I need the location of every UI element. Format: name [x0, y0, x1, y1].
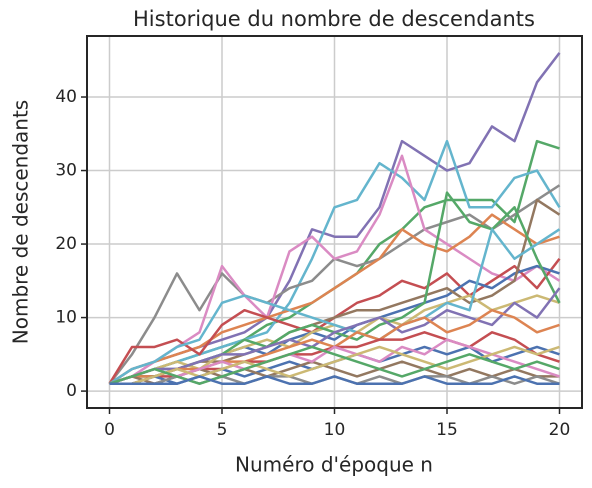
- x-tick-label: 15: [436, 420, 458, 440]
- series-line: [109, 338, 560, 385]
- chart-title: Historique du nombre de descendants: [133, 7, 535, 31]
- series-line: [109, 139, 561, 385]
- y-tick-label: 20: [55, 234, 77, 254]
- series-line: [109, 154, 561, 385]
- series-line: [108, 213, 560, 385]
- lines: [108, 52, 561, 385]
- y-tick-label: 40: [55, 87, 77, 107]
- x-axis-label: Numéro d'époque n: [235, 453, 433, 477]
- y-tick-label: 0: [66, 381, 77, 401]
- series-line: [109, 345, 560, 385]
- grid: [87, 36, 582, 408]
- series-line: [109, 287, 561, 385]
- y-tick-label: 30: [55, 161, 77, 181]
- y-tick-label: 10: [55, 308, 77, 328]
- x-tick-label: 5: [217, 420, 228, 440]
- series-line: [109, 345, 560, 385]
- x-tick-label: 20: [549, 420, 571, 440]
- series-line: [109, 375, 560, 385]
- series-line: [108, 228, 561, 385]
- y-axis-label: Nombre de descendants: [9, 100, 33, 344]
- x-tick-label: 0: [104, 420, 115, 440]
- x-tick-label: 10: [324, 420, 346, 440]
